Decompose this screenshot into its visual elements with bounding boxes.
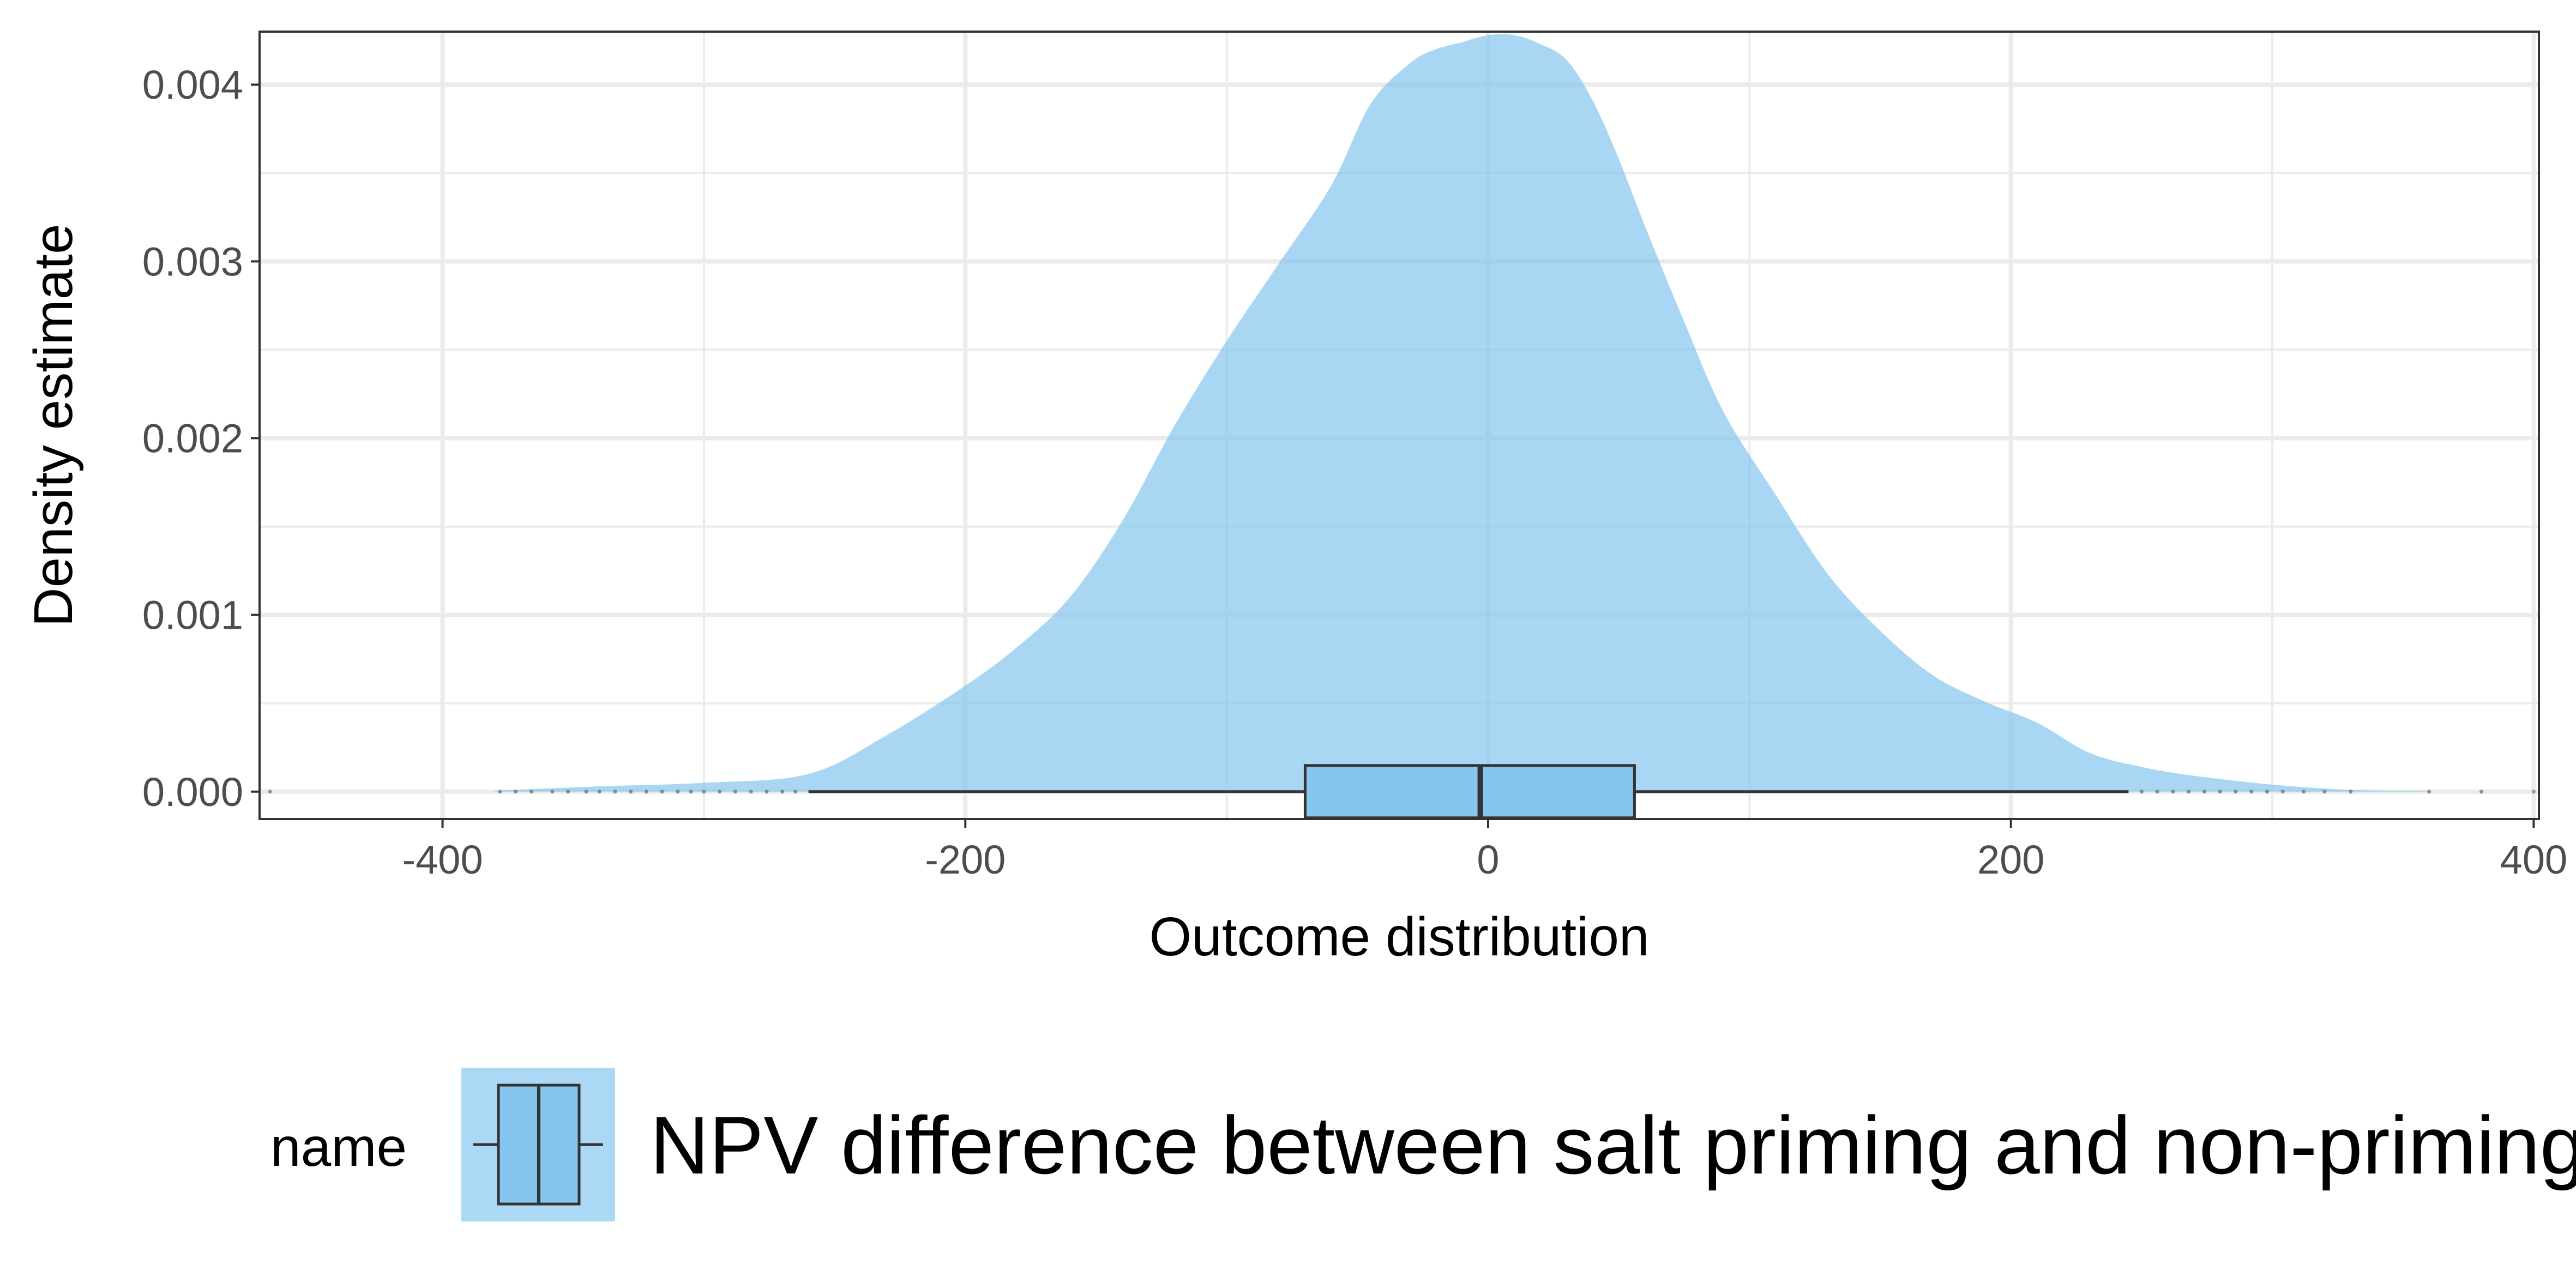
y-tick-label: 0.001 (142, 593, 243, 638)
outlier-point (660, 790, 664, 794)
outlier-point (2479, 790, 2484, 794)
outlier-point (629, 790, 633, 794)
y-axis-title: Density estimate (23, 224, 84, 627)
x-axis-title: Outcome distribution (1149, 906, 1649, 967)
outlier-point (566, 790, 570, 794)
outlier-point (584, 790, 588, 794)
outlier-point (733, 790, 737, 794)
outlier-point (676, 790, 680, 794)
outlier-point (749, 790, 753, 794)
outlier-point (2139, 790, 2144, 794)
outlier-point (2280, 790, 2285, 794)
outlier-point (2171, 790, 2175, 794)
x-tick-label: -400 (402, 837, 483, 882)
outlier-point (702, 790, 706, 794)
outlier-point (2155, 790, 2159, 794)
outlier-point (2427, 790, 2431, 794)
outlier-point (597, 790, 601, 794)
density-area (495, 34, 2429, 792)
y-tick-label: 0.002 (142, 416, 243, 461)
outlier-point (268, 790, 272, 794)
x-tick-label: 400 (2500, 837, 2567, 882)
outlier-point (2249, 790, 2254, 794)
outlier-point (765, 790, 769, 794)
y-axis: 0.000 0.001 0.002 0.003 0.004 (142, 62, 260, 815)
x-axis: -400 -200 0 200 400 (402, 819, 2567, 882)
outlier-point (529, 790, 534, 794)
outlier-point (2202, 790, 2206, 794)
outlier-point (550, 790, 555, 794)
outlier-point (498, 790, 502, 794)
y-tick-label: 0.003 (142, 239, 243, 284)
outlier-point (780, 790, 785, 794)
outlier-point (514, 790, 518, 794)
outlier-point (2531, 790, 2536, 794)
box-iqr (1303, 764, 1636, 820)
y-tick-label: 0.004 (142, 62, 243, 107)
outlier-point (2187, 790, 2191, 794)
x-tick-label: 200 (1977, 837, 2044, 882)
outlier-point (2234, 790, 2238, 794)
legend-key-boxplot-icon (461, 1068, 615, 1221)
outlier-point (2322, 790, 2327, 794)
outlier-point (2349, 790, 2353, 794)
outlier-point (644, 790, 648, 794)
panel-border (258, 31, 2540, 820)
boxplot (808, 764, 2129, 820)
outlier-point (2302, 790, 2306, 794)
outlier-point (613, 790, 617, 794)
outlier-point (2218, 790, 2222, 794)
legend: name NPV difference between salt priming… (270, 1068, 2576, 1221)
outlier-point (2265, 790, 2269, 794)
outlier-point (793, 790, 798, 794)
legend-title: name (270, 1117, 407, 1178)
outlier-point (689, 790, 693, 794)
x-tick-label: -200 (925, 837, 1006, 882)
y-tick-label: 0.000 (142, 769, 243, 815)
legend-label: NPV difference between salt priming and … (650, 1099, 2576, 1191)
outlier-points (268, 790, 2536, 794)
outlier-point (718, 790, 722, 794)
x-tick-label: 0 (1477, 837, 1499, 882)
